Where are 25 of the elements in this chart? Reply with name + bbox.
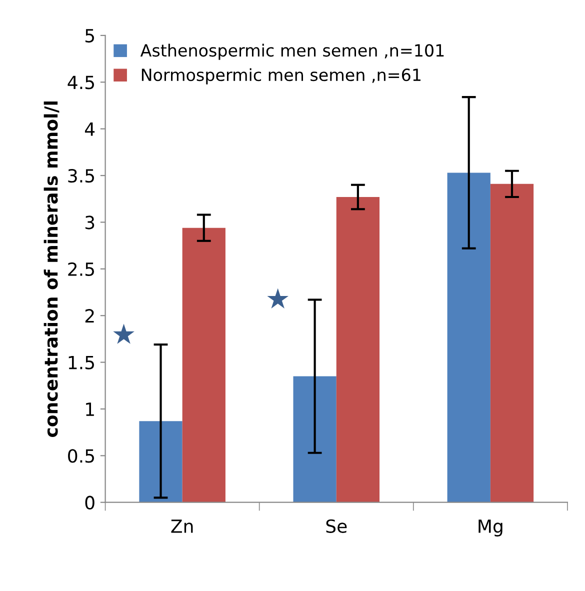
y-tick-label: 4.5	[68, 76, 94, 90]
y-tick-label: 2	[85, 309, 94, 322]
y-tick-label: 0	[85, 496, 94, 510]
bar	[336, 197, 380, 502]
annotation: ★	[113, 324, 134, 344]
bar	[293, 376, 336, 502]
legend-label: Normospermic men semen ,n=61	[142, 68, 420, 84]
y-tick-label: 4	[84, 122, 95, 136]
legend-label: Asthenospermic men semen ,n=101	[140, 44, 444, 60]
y-tick-label: 3	[85, 216, 94, 230]
y-tick-label: 5	[85, 29, 94, 43]
y-tick-label: 1.5	[68, 356, 94, 370]
y-tick-label: 0.5	[68, 449, 94, 463]
bar	[182, 228, 226, 502]
y-tick-label: 3.5	[68, 168, 94, 183]
bar	[447, 172, 490, 502]
x-tick-label: Mg	[478, 520, 502, 536]
y-axis-title: concentration of minerals mmol/l	[44, 102, 60, 438]
bar	[139, 421, 182, 502]
annotation: ★	[267, 288, 288, 308]
y-tick-label: 2.5	[68, 262, 94, 276]
y-tick-label: 1	[86, 402, 94, 416]
x-tick-label: Se	[326, 519, 347, 533]
bar	[490, 184, 534, 502]
x-tick-label: Zn	[171, 520, 193, 533]
